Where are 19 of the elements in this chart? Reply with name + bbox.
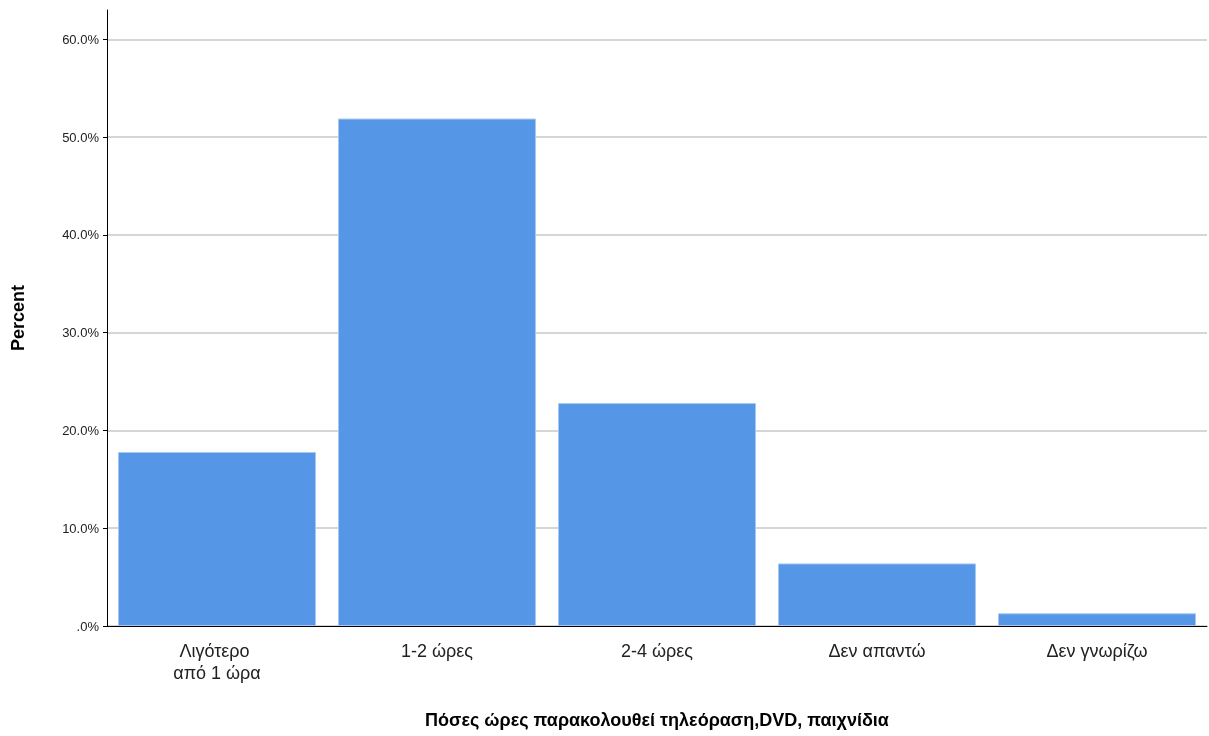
y-axis-title: Percent [8,284,28,352]
y-tick-label: 40.0% [62,227,100,243]
y-tick-label: 20.0% [62,422,100,438]
x-tick-label: 2-4 ώρες [620,641,694,661]
x-axis-title: Πόσες ώρες παρακολουθεί τηλεόραση,DVD, παιχνίδια [425,710,889,730]
x-tick-label: Δεν γνωρίζω [1046,641,1148,661]
bar [118,451,316,626]
x-tick-label: Δεν απαντώ [828,641,926,661]
y-tick-label: .0% [76,618,100,634]
bar [338,118,536,626]
x-tick-label: Λιγότερο από 1 ώρα [173,641,261,683]
y-tick-label: 50.0% [62,129,100,145]
x-tick-label: 1-2 ώρες [400,641,474,661]
y-tick-label: 30.0% [62,325,100,341]
bar [778,563,976,626]
bar [998,613,1196,626]
y-tick-label: 10.0% [62,520,100,536]
bar [558,403,756,626]
y-tick-label: 60.0% [62,31,100,47]
